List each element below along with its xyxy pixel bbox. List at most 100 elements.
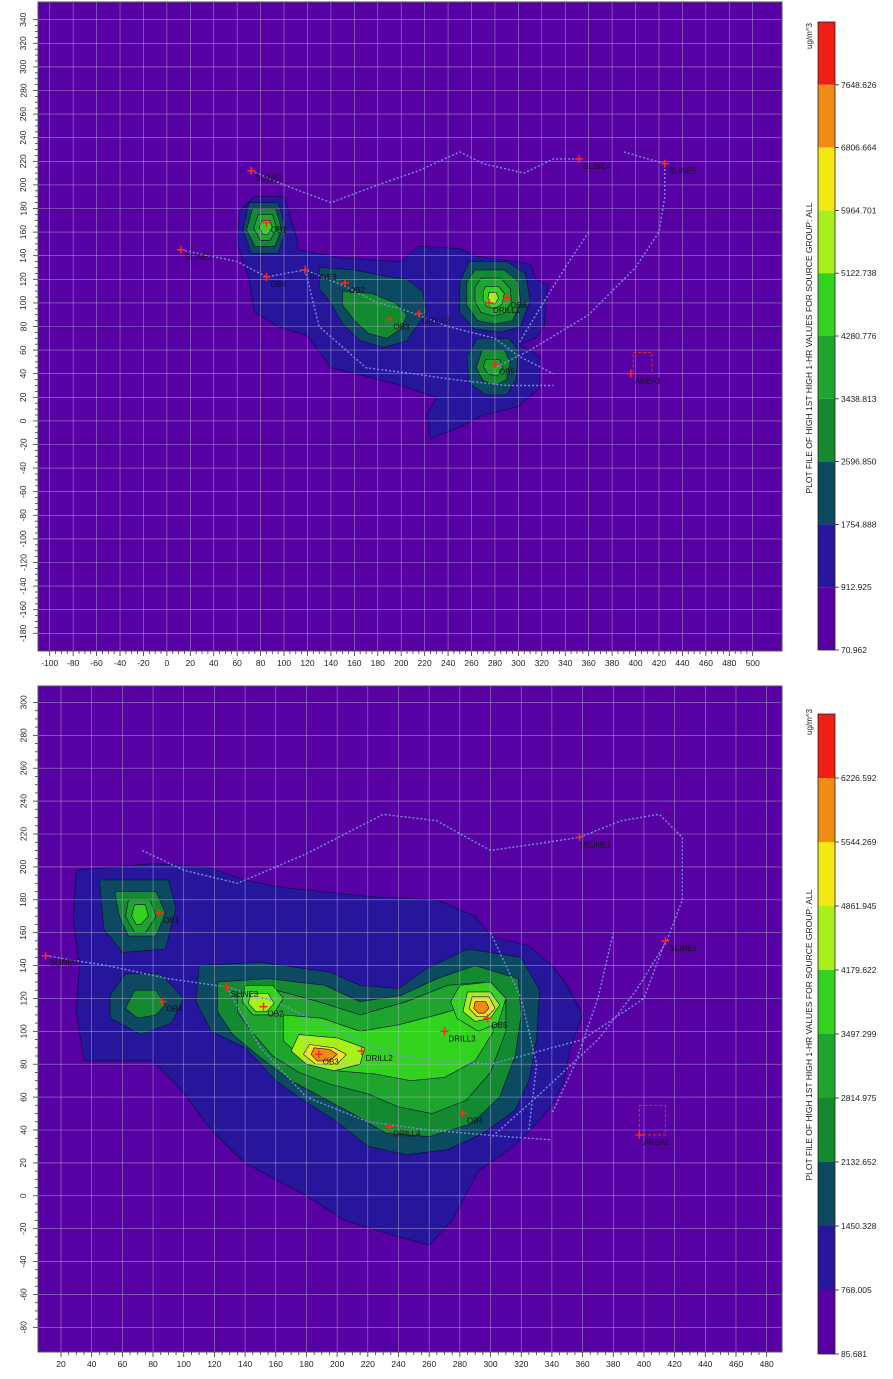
source-label: AREA1 [643,1138,670,1147]
y-tick-label: 260 [18,761,28,775]
x-tick-label: 380 [606,1359,620,1369]
contour-level-8 [473,1001,490,1014]
source-label: OB1 [270,226,287,235]
y-tick-label: -20 [18,438,28,451]
plot-bottom-y-ticks: -80 -60 -40 -20 0 20 40 60 80 100 120 140 160 180 200 2… [18,695,38,1333]
source-label: DRILL4 [393,1130,421,1139]
y-tick-label: 200 [18,860,28,874]
y-tick-label: 160 [18,925,28,939]
source-label: OB5 [499,367,516,376]
y-tick-label: 160 [18,225,28,239]
source-label: SLINE1 [584,840,612,849]
plot-top-contours [236,196,549,439]
y-tick-label: -100 [18,530,28,547]
line-source-path [489,932,538,1131]
y-tick-label: 40 [18,1125,28,1135]
x-tick-label: 400 [637,1359,651,1369]
legend-band [818,1290,835,1354]
legend-value: 2132.652 [841,1157,877,1167]
x-tick-label: 140 [238,1359,252,1369]
legend-value: 85.681 [841,1349,867,1359]
source-label: OB4 [166,1005,183,1014]
x-tick-label: -100 [41,658,58,668]
x-tick-label: 140 [324,658,338,668]
x-tick-label: 320 [514,1359,528,1369]
y-tick-label: -80 [18,509,28,522]
plot-top-grid [38,2,782,651]
x-tick-label: 460 [699,658,713,668]
y-tick-label: 220 [18,827,28,841]
legend-value: 6226.592 [841,773,877,783]
legend-band [818,842,835,906]
x-tick-label: 360 [575,1359,589,1369]
x-tick-label: 340 [558,658,572,668]
legend-value: 1754.888 [841,519,877,529]
line-source-path [226,986,552,1141]
x-tick-label: 500 [746,658,760,668]
legend-band [818,398,835,462]
source-label: OB5 [491,1021,508,1030]
plot-bottom-x-ticks: 20 40 60 80 100 120 140 160 180 200 220 240 260 280 30… [56,1352,774,1369]
line-source-path [250,151,580,204]
source-label: OB4 [270,280,287,289]
legend-band [818,714,835,778]
y-tick-label: 300 [18,695,28,709]
y-tick-label: 340 [18,12,28,26]
source-label: OB2 [268,1010,285,1019]
y-tick-label: -160 [18,601,28,618]
x-tick-label: 320 [535,658,549,668]
legend-band [818,336,835,399]
source-label: DRILL1 [493,306,521,315]
legend-value: 2596.850 [841,457,877,467]
legend-value: 7648.626 [841,80,877,90]
y-tick-label: -40 [18,462,28,475]
source-label: SLINE5 [50,959,78,968]
x-tick-label: 180 [371,658,385,668]
source-label: OB3 [323,1057,340,1066]
x-tick-label: 60 [118,1359,128,1369]
y-tick-label: 60 [18,1092,28,1102]
plot-top-frame [37,1,783,652]
source-label: SLINE3 [309,273,337,282]
y-tick-label: -60 [18,1288,28,1301]
legend-value: 70.962 [841,645,867,655]
source-label: OB2 [349,286,366,295]
source-label: OB3 [393,322,410,331]
x-tick-label: 220 [418,658,432,668]
x-tick-label: 400 [628,658,642,668]
x-tick-label: 160 [347,658,361,668]
y-tick-label: 320 [18,36,28,50]
x-tick-label: 200 [330,1359,344,1369]
line-source-path [551,932,614,1114]
line-source-path [45,940,667,1065]
x-tick-label: -40 [114,658,127,668]
y-tick-label: 200 [18,178,28,192]
plot-bottom-legend: 6226.592 5544.269 4861.945 4179.622 3497.299… [817,713,877,1359]
legend-value: 5122.738 [841,268,877,278]
plot-bottom-grid [38,686,782,1352]
source-label: SLINE2 [185,253,213,262]
x-tick-label: 340 [545,1359,559,1369]
y-tick-label: 280 [18,83,28,97]
legend-value: 3497.299 [841,1029,877,1039]
x-tick-label: 460 [729,1359,743,1369]
x-tick-label: 360 [582,658,596,668]
x-tick-label: 40 [87,1359,97,1369]
y-tick-label: 140 [18,248,28,262]
x-tick-label: 220 [361,1359,375,1369]
legend-band [818,1034,835,1098]
plot-top-legend: 7648.626 6806.664 5964.701 5122.738 4280.776… [817,21,877,655]
x-tick-label: 20 [56,1359,66,1369]
x-tick-label: 480 [722,658,736,668]
y-tick-label: 80 [18,1059,28,1069]
y-tick-label: 240 [18,130,28,144]
x-tick-label: 260 [422,1359,436,1369]
plot-top-y-ticks: -180 -160 -140 -120 -100 -80 -60 -40 -20 0 20 40 60 8… [18,12,38,642]
area-source-box [638,1104,666,1136]
y-tick-label: 20 [18,1158,28,1168]
legend-band [818,461,835,525]
x-tick-label: -60 [90,658,103,668]
x-tick-label: 200 [394,658,408,668]
